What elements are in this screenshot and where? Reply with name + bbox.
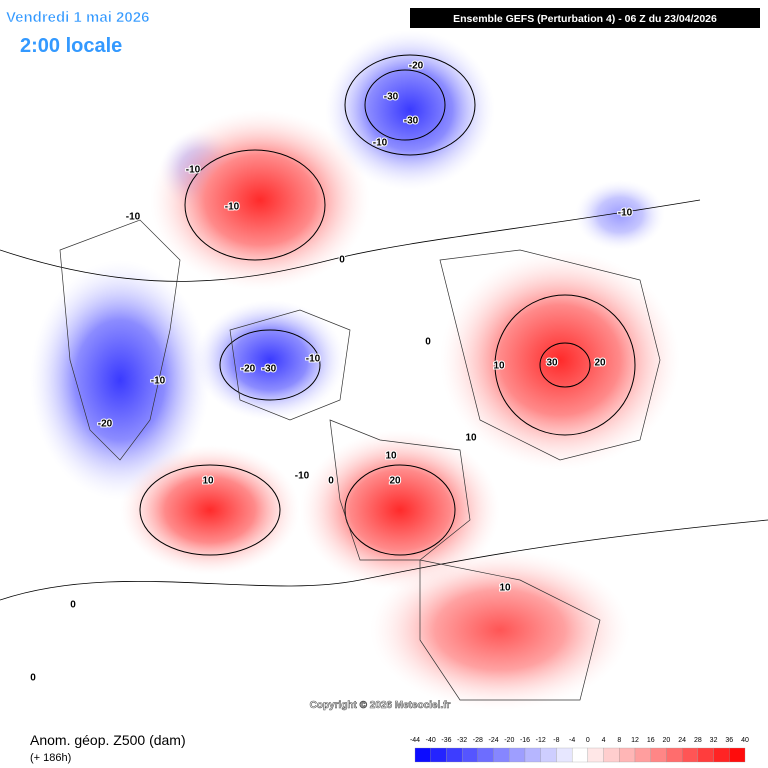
scale-label: 36: [725, 737, 733, 744]
scale-swatch: [461, 747, 479, 763]
contour-label: -10: [186, 165, 201, 176]
contour-label: 10: [493, 361, 505, 372]
scale-swatch: [681, 747, 699, 763]
scale-swatch: [556, 747, 573, 763]
scale-swatch: [571, 747, 589, 763]
scale-label: 0: [586, 737, 590, 744]
scale-swatch: [729, 747, 746, 763]
contour-label: 0: [70, 600, 76, 611]
scale-label: -24: [489, 737, 499, 744]
scale-label: 8: [617, 737, 621, 744]
contour-label: 10: [202, 476, 214, 487]
lead-time: (+ 186h): [30, 752, 71, 764]
contour-label: -10: [306, 354, 321, 365]
contour-label: 0: [425, 337, 431, 348]
scale-swatch: [603, 747, 620, 763]
contour-label: -20: [241, 364, 256, 375]
scale-label: -8: [553, 737, 559, 744]
contour-label: -20: [409, 61, 424, 72]
scale-swatch: [619, 747, 636, 763]
scale-swatch: [430, 747, 447, 763]
contour-label: 0: [30, 673, 36, 684]
scale-label: 4: [602, 737, 606, 744]
contour-label: 10: [499, 583, 511, 594]
contour-label: 0: [328, 476, 334, 487]
scale-swatch: [540, 747, 557, 763]
contour-label: 10: [465, 433, 477, 444]
contour-label: 10: [385, 451, 397, 462]
scale-swatch: [477, 747, 494, 763]
scale-label: -4: [569, 737, 575, 744]
scale-label: 32: [710, 737, 718, 744]
scale-swatch: [414, 747, 431, 763]
scale-swatch: [650, 747, 667, 763]
scale-swatch: [587, 747, 604, 763]
scale-label: 24: [678, 737, 686, 744]
contour-label: -30: [384, 92, 399, 103]
model-box: [410, 8, 760, 28]
scale-label: -44: [410, 737, 420, 744]
contour-label: 0: [339, 255, 345, 266]
scale-label: 28: [694, 737, 702, 744]
contour-label: -30: [404, 116, 419, 127]
contour-label: -10: [126, 212, 141, 223]
contour-label: 30: [546, 358, 558, 369]
scale-label: -36: [441, 737, 451, 744]
scale-label: 20: [663, 737, 671, 744]
date: Vendredi 1 mai 2026: [6, 9, 149, 26]
scale-swatch: [634, 747, 651, 763]
scale-label: -16: [520, 737, 530, 744]
time: 2:00 locale: [20, 35, 122, 57]
scale-label: -32: [457, 737, 467, 744]
scale-label: -20: [504, 737, 514, 744]
scale-swatch: [524, 747, 541, 763]
contour-label: 20: [594, 358, 606, 369]
contour-label: -10: [373, 138, 388, 149]
contour-label: 20: [389, 476, 401, 487]
anomaly-field: [30, 30, 680, 710]
footer-title: Anom. géop. Z500 (dam): [30, 732, 186, 748]
color-scale: -44 -40 -36 -32 -28 -24 -20 -16 -12 -8 -4 0 4 8 12 16 20…: [410, 737, 749, 763]
contour-label: -20: [98, 419, 113, 430]
model: Ensemble GEFS (Perturbation 4) - 06 Z du…: [453, 13, 717, 25]
contour-labels: -20 -30 -30 -10 -10 -10 -10 -10 -20 -30 -10 -10 -20 1…: [29, 60, 633, 685]
contour-label: -10: [151, 376, 166, 387]
scale-swatch: [697, 747, 714, 763]
contour-label: -10: [295, 471, 310, 482]
scale-swatch: [493, 747, 510, 763]
copyright: Copyright © 2026 Meteociel.fr: [310, 700, 451, 711]
scale-label: 12: [631, 737, 639, 744]
scale-label: -12: [536, 737, 546, 744]
scale-label: -40: [426, 737, 436, 744]
scale-swatch: [446, 747, 463, 763]
contour-label: -10: [618, 208, 633, 219]
contour-label: -10: [225, 202, 240, 213]
contours: [0, 54, 768, 601]
scale-swatch: [666, 747, 683, 763]
coastlines: [59, 219, 661, 701]
scale-label: -28: [473, 737, 483, 744]
scale-label: 16: [647, 737, 655, 744]
scale-label: 40: [741, 737, 749, 744]
scale-swatch: [713, 747, 730, 763]
contour-label: -30: [262, 364, 277, 375]
scale-swatch: [509, 747, 526, 763]
